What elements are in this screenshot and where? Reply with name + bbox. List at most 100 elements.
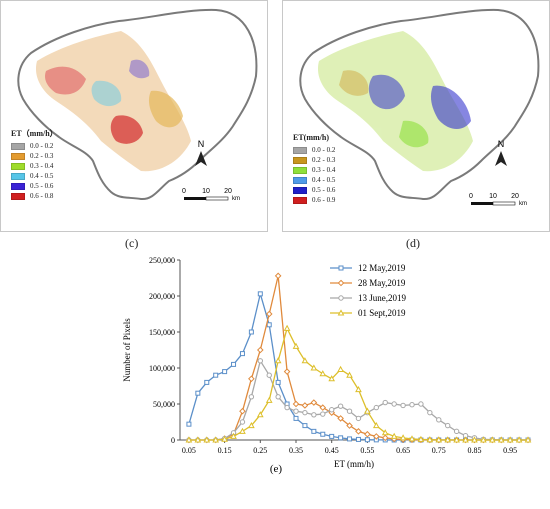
legend-item: 0.2 - 0.3 xyxy=(11,151,58,161)
series-point xyxy=(222,369,228,375)
series-point xyxy=(212,436,220,443)
series-point xyxy=(239,407,246,415)
series-point xyxy=(302,409,308,416)
series-point xyxy=(195,390,201,396)
series-point xyxy=(346,408,353,414)
x-tick-label: 0.15 xyxy=(218,446,232,455)
series-point xyxy=(381,434,389,442)
legend-title: ET（mm/h） xyxy=(11,129,58,138)
et-raster-d xyxy=(317,31,473,172)
x-tick-label: 0.35 xyxy=(289,446,303,455)
legend-swatch xyxy=(11,192,25,200)
y-tick-label: 100,000 xyxy=(149,364,175,373)
caption-c: (c) xyxy=(125,236,139,250)
series-point xyxy=(337,403,344,409)
series-point xyxy=(239,351,245,357)
north-arrow xyxy=(495,151,507,166)
series-point xyxy=(292,342,300,349)
x-tick-label: 0.95 xyxy=(503,446,517,455)
legend-label: 0.5 - 0.6 xyxy=(30,182,54,190)
series-point xyxy=(293,415,299,421)
scale-label-10: 10 xyxy=(489,193,497,200)
series-point xyxy=(462,436,469,443)
legend-item: 0.6 - 0.9 xyxy=(293,195,335,205)
series-point xyxy=(497,436,505,443)
legend-item: 0.5 - 0.6 xyxy=(11,181,58,191)
series-point xyxy=(257,291,263,297)
et-raster-c xyxy=(35,31,191,172)
series-point xyxy=(346,422,353,429)
x-tick-label: 0.85 xyxy=(467,446,481,455)
series-point xyxy=(400,402,406,409)
series-point xyxy=(453,428,460,435)
series-point xyxy=(338,295,344,301)
scale-unit: km xyxy=(519,201,527,207)
series-point xyxy=(373,433,380,440)
series-point xyxy=(221,435,228,442)
series-point xyxy=(364,430,371,438)
series-point xyxy=(248,394,255,400)
series-point xyxy=(275,394,281,400)
legend-label: 0.0 - 0.2 xyxy=(312,146,336,154)
series-point xyxy=(347,436,353,442)
series-point xyxy=(355,428,362,435)
chart-caption: (e) xyxy=(270,463,283,475)
series-point xyxy=(284,404,290,411)
legend-label: 0.0 - 0.2 xyxy=(30,142,54,150)
series-point xyxy=(364,437,370,443)
y-tick-label: 250,000 xyxy=(149,256,175,265)
series-point xyxy=(372,421,380,429)
scale-label-20: 20 xyxy=(224,188,232,195)
series-point xyxy=(310,399,318,406)
legend-swatch xyxy=(293,146,307,154)
legend-label: 0.3 - 0.4 xyxy=(30,162,54,170)
series-point xyxy=(480,436,487,443)
series-point xyxy=(444,422,451,429)
series-point xyxy=(265,310,273,318)
series-point xyxy=(338,265,344,271)
series-point xyxy=(257,346,264,354)
caption-d: (d) xyxy=(406,236,420,250)
series-point xyxy=(390,432,398,439)
series-point xyxy=(293,408,299,414)
legend-label: 0.4 - 0.5 xyxy=(30,172,54,180)
series-point xyxy=(320,411,326,417)
legend-label: 0.5 - 0.6 xyxy=(312,186,336,194)
series-point xyxy=(248,329,254,335)
legend-swatch xyxy=(11,182,25,190)
plot-area: 0 50,000 100,000 150,000 200,000 250,000 0.05 0… xyxy=(122,256,532,469)
legend-label: 0.4 - 0.5 xyxy=(312,176,336,184)
series-point xyxy=(320,431,326,437)
series-line xyxy=(188,327,528,441)
series-point xyxy=(231,361,237,367)
scale-label-20: 20 xyxy=(511,193,519,200)
series-point xyxy=(355,385,362,393)
legend-swatch xyxy=(293,186,307,194)
scale-label-0: 0 xyxy=(469,193,473,200)
scale-label-10: 10 xyxy=(202,188,210,195)
series-point xyxy=(274,357,282,364)
series-point xyxy=(391,401,397,407)
legend-label: 13 June,2019 xyxy=(358,293,406,303)
y-axis-label: Number of Pixels xyxy=(122,318,132,382)
series-point xyxy=(239,427,246,434)
series-point xyxy=(310,364,318,371)
series-point xyxy=(266,372,272,378)
legend-label: 0.2 - 0.3 xyxy=(312,156,336,164)
series-point xyxy=(203,436,211,443)
y-tick-label: 150,000 xyxy=(149,328,175,337)
legend-label: 28 May,2019 xyxy=(358,278,406,288)
x-tick-label: 0.65 xyxy=(396,446,410,455)
et-histogram-chart: 0 50,000 100,000 150,000 200,000 250,000 0.05 0… xyxy=(122,256,532,475)
y-tick-label: 0 xyxy=(171,436,175,445)
legend-item: 0.5 - 0.6 xyxy=(293,185,335,195)
legend-swatch xyxy=(11,172,25,180)
series-point xyxy=(382,399,388,406)
series-point xyxy=(435,436,443,443)
x-tick-label: 0.45 xyxy=(325,446,339,455)
series-point xyxy=(338,435,344,441)
series-point xyxy=(471,436,478,443)
series-point xyxy=(381,429,389,436)
et-map-panel-d: N 0 10 20 km ET(mm/h) 0.0 - 0.2 0.2 - 0.… xyxy=(282,0,550,232)
series-point xyxy=(301,402,309,409)
